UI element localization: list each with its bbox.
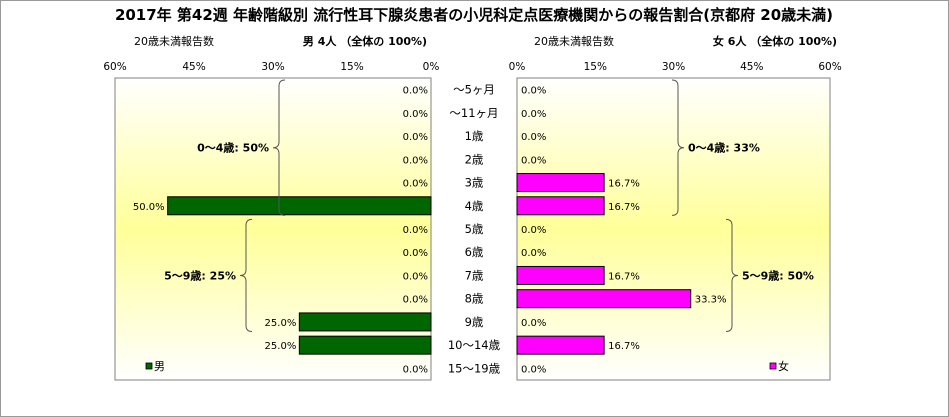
male-value-label: 0.0% — [403, 132, 428, 143]
age-category-label: ～5ヶ月 — [453, 83, 495, 97]
female-legend-swatch — [769, 362, 777, 370]
male-bar — [167, 196, 432, 216]
age-category-label: 3歳 — [465, 176, 484, 190]
age-category-label: ～11ヶ月 — [449, 106, 498, 120]
age-category-label: 10～14歳 — [448, 338, 501, 352]
right-age-group-brace — [671, 79, 685, 216]
age-category-label: 8歳 — [465, 292, 484, 306]
female-value-label: 16.7% — [608, 179, 640, 190]
female-value-label: 0.0% — [521, 225, 546, 236]
left-age-group-label: 0～4歳: 50% — [197, 141, 269, 155]
age-category-label: 1歳 — [465, 129, 484, 143]
female-value-label: 0.0% — [521, 132, 546, 143]
left-plot-area — [114, 77, 432, 381]
male-value-label: 0.0% — [403, 155, 428, 166]
male-value-label: 25.0% — [265, 341, 297, 352]
female-value-label: 0.0% — [521, 248, 546, 259]
female-legend-label: 女 — [778, 359, 789, 373]
right-age-group-label: 5～9歳: 50% — [742, 268, 814, 282]
female-value-label: 0.0% — [521, 155, 546, 166]
left-age-group-label: 5～9歳: 25% — [164, 268, 236, 282]
right-plot-area — [516, 77, 831, 381]
male-legend-label: 男 — [154, 360, 165, 373]
left-age-group-brace — [239, 218, 253, 333]
female-value-label: 0.0% — [521, 364, 546, 375]
right-age-group-brace — [725, 218, 739, 333]
female-bar — [516, 173, 605, 193]
male-bar — [298, 335, 432, 355]
right-summary: 女 6人 （全体の 100%) — [713, 34, 837, 48]
female-value-label: 16.7% — [608, 271, 640, 282]
left-x-tick-label: 30% — [261, 61, 284, 73]
age-category-label: 7歳 — [465, 268, 484, 282]
male-value-label: 25.0% — [265, 318, 297, 329]
female-value-label: 16.7% — [608, 341, 640, 352]
left-x-tick-label: 45% — [182, 61, 205, 73]
right-x-tick-label: 60% — [818, 61, 841, 73]
male-value-label: 0.0% — [403, 179, 428, 190]
male-value-label: 0.0% — [403, 295, 428, 306]
right-x-tick-label: 15% — [584, 61, 607, 73]
left-x-tick-label: 0% — [423, 61, 440, 73]
right-caption: 20歳未満報告数 — [534, 35, 614, 48]
female-value-label: 33.3% — [695, 295, 727, 306]
age-category-label: 15～19歳 — [448, 361, 501, 375]
age-category-label: 5歳 — [465, 222, 484, 236]
left-caption: 20歳未満報告数 — [134, 35, 214, 48]
male-value-label: 50.0% — [133, 202, 165, 213]
male-legend-swatch — [145, 362, 153, 370]
female-bar — [516, 335, 605, 355]
right-age-group-label: 0～4歳: 33% — [688, 141, 760, 155]
age-category-label: 6歳 — [465, 245, 484, 259]
age-category-label: 4歳 — [465, 199, 484, 213]
age-category-label: 2歳 — [465, 152, 484, 166]
male-bar — [298, 312, 432, 332]
left-age-group-brace — [272, 79, 286, 216]
age-category-label: 9歳 — [465, 315, 484, 329]
left-x-tick-label: 15% — [340, 61, 363, 73]
female-value-label: 0.0% — [521, 109, 546, 120]
right-x-tick-label: 0% — [509, 61, 526, 73]
female-value-label: 0.0% — [521, 86, 546, 97]
male-value-label: 0.0% — [403, 86, 428, 97]
left-summary: 男 4人 （全体の 100%) — [303, 34, 427, 48]
right-x-tick-label: 45% — [740, 61, 763, 73]
female-bar — [516, 196, 605, 216]
male-value-label: 0.0% — [403, 364, 428, 375]
female-bar — [516, 289, 692, 309]
male-value-label: 0.0% — [403, 248, 428, 259]
female-value-label: 16.7% — [608, 202, 640, 213]
female-value-label: 0.0% — [521, 318, 546, 329]
female-bar — [516, 265, 605, 285]
right-x-tick-label: 30% — [662, 61, 685, 73]
male-value-label: 0.0% — [403, 225, 428, 236]
male-value-label: 0.0% — [403, 109, 428, 120]
chart-title: 2017年 第42週 年齢階級別 流行性耳下腺炎患者の小児科定点医療機関からの報… — [115, 6, 833, 24]
left-x-tick-label: 60% — [103, 61, 126, 73]
male-value-label: 0.0% — [403, 271, 428, 282]
